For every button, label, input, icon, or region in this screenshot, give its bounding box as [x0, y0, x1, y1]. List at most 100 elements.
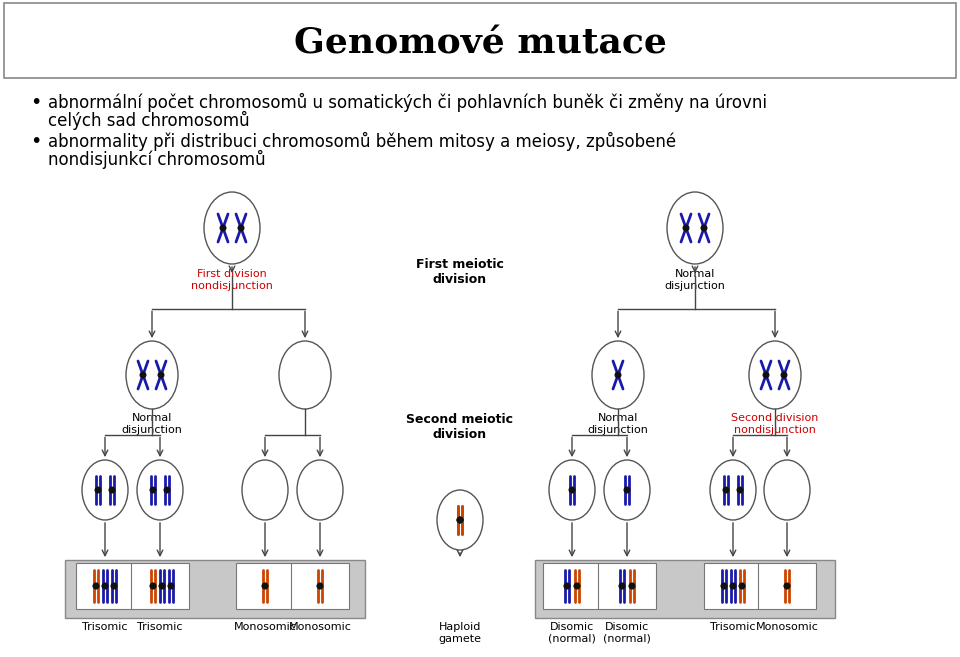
Circle shape	[624, 487, 630, 493]
Circle shape	[140, 373, 146, 378]
Circle shape	[151, 583, 156, 589]
Text: Monosomic: Monosomic	[756, 622, 819, 632]
Text: Normal
disjunction: Normal disjunction	[122, 413, 182, 434]
Text: abnormální počet chromosomů u somatických či pohlavních buněk či změny na úrovni: abnormální počet chromosomů u somatickýc…	[48, 93, 767, 112]
Circle shape	[109, 487, 115, 493]
Text: Disomic
(normal): Disomic (normal)	[548, 622, 596, 644]
Circle shape	[158, 373, 164, 378]
Text: nondisjunkcí chromosomů: nondisjunkcí chromosomů	[48, 150, 266, 169]
Circle shape	[103, 583, 108, 589]
Circle shape	[262, 583, 268, 589]
Circle shape	[317, 583, 323, 589]
Text: Genomové mutace: Genomové mutace	[294, 27, 666, 61]
Circle shape	[739, 583, 745, 589]
Ellipse shape	[592, 341, 644, 409]
Circle shape	[784, 583, 790, 589]
Circle shape	[619, 583, 625, 589]
Circle shape	[111, 583, 117, 589]
Text: First division
nondisjunction: First division nondisjunction	[191, 269, 273, 292]
Circle shape	[564, 583, 569, 589]
Circle shape	[574, 583, 580, 589]
Text: Trisomic: Trisomic	[83, 622, 128, 632]
Circle shape	[168, 583, 174, 589]
Text: Second division
nondisjunction: Second division nondisjunction	[732, 413, 819, 436]
Circle shape	[564, 583, 570, 589]
Ellipse shape	[710, 460, 756, 520]
Circle shape	[238, 225, 244, 231]
Bar	[65, 560, 365, 618]
Circle shape	[150, 487, 156, 493]
Ellipse shape	[437, 490, 483, 550]
Bar	[236, 563, 294, 609]
Text: •: •	[30, 132, 41, 151]
Circle shape	[731, 583, 735, 589]
Circle shape	[150, 583, 156, 589]
Circle shape	[457, 517, 463, 523]
Circle shape	[111, 583, 116, 589]
Text: Trisomic: Trisomic	[137, 622, 182, 632]
Circle shape	[457, 517, 463, 523]
Circle shape	[93, 583, 99, 589]
Bar	[704, 563, 762, 609]
Text: Normal
disjunction: Normal disjunction	[664, 269, 726, 292]
Circle shape	[737, 487, 743, 493]
Ellipse shape	[126, 341, 178, 409]
Bar	[131, 563, 189, 609]
Circle shape	[684, 225, 688, 231]
Ellipse shape	[204, 192, 260, 264]
Circle shape	[220, 225, 226, 231]
Circle shape	[629, 583, 635, 589]
Ellipse shape	[549, 460, 595, 520]
Ellipse shape	[604, 460, 650, 520]
Text: Second meiotic
division: Second meiotic division	[406, 413, 514, 441]
Bar	[291, 563, 349, 609]
Text: Normal
disjunction: Normal disjunction	[588, 413, 648, 434]
Circle shape	[784, 583, 789, 589]
Bar	[76, 563, 134, 609]
Text: Trisomic: Trisomic	[710, 622, 756, 632]
Ellipse shape	[137, 460, 183, 520]
Circle shape	[763, 373, 769, 378]
Ellipse shape	[667, 192, 723, 264]
Circle shape	[95, 487, 101, 493]
Text: Monosomic: Monosomic	[233, 622, 297, 632]
Bar	[4, 3, 956, 78]
Circle shape	[721, 583, 727, 589]
Circle shape	[93, 583, 99, 589]
Ellipse shape	[279, 341, 331, 409]
Ellipse shape	[297, 460, 343, 520]
Circle shape	[318, 583, 323, 589]
Circle shape	[630, 583, 635, 589]
Circle shape	[159, 583, 165, 589]
Text: celých sad chromosomů: celých sad chromosomů	[48, 111, 250, 130]
Circle shape	[159, 583, 164, 589]
Circle shape	[739, 583, 745, 589]
Circle shape	[701, 225, 707, 231]
Circle shape	[569, 487, 575, 493]
Circle shape	[102, 583, 108, 589]
Ellipse shape	[82, 460, 128, 520]
Ellipse shape	[749, 341, 801, 409]
Circle shape	[169, 583, 174, 589]
Bar	[543, 563, 601, 609]
Circle shape	[723, 487, 729, 493]
Circle shape	[458, 518, 463, 522]
Circle shape	[164, 487, 170, 493]
Ellipse shape	[764, 460, 810, 520]
Text: abnormality při distribuci chromosomů během mitosy a meiosy, způsobené: abnormality při distribuci chromosomů bě…	[48, 132, 676, 151]
Text: Disomic
(normal): Disomic (normal)	[603, 622, 651, 644]
Circle shape	[615, 373, 621, 378]
Text: •: •	[30, 93, 41, 112]
Bar	[535, 560, 835, 618]
Circle shape	[731, 583, 735, 589]
Text: Haploid
gamete: Haploid gamete	[439, 622, 482, 644]
Circle shape	[262, 583, 268, 589]
Circle shape	[781, 373, 787, 378]
Bar	[758, 563, 816, 609]
Circle shape	[619, 583, 625, 589]
Circle shape	[722, 583, 727, 589]
Text: Monosomic: Monosomic	[289, 622, 351, 632]
Ellipse shape	[242, 460, 288, 520]
Bar	[598, 563, 656, 609]
Text: First meiotic
division: First meiotic division	[416, 258, 504, 286]
